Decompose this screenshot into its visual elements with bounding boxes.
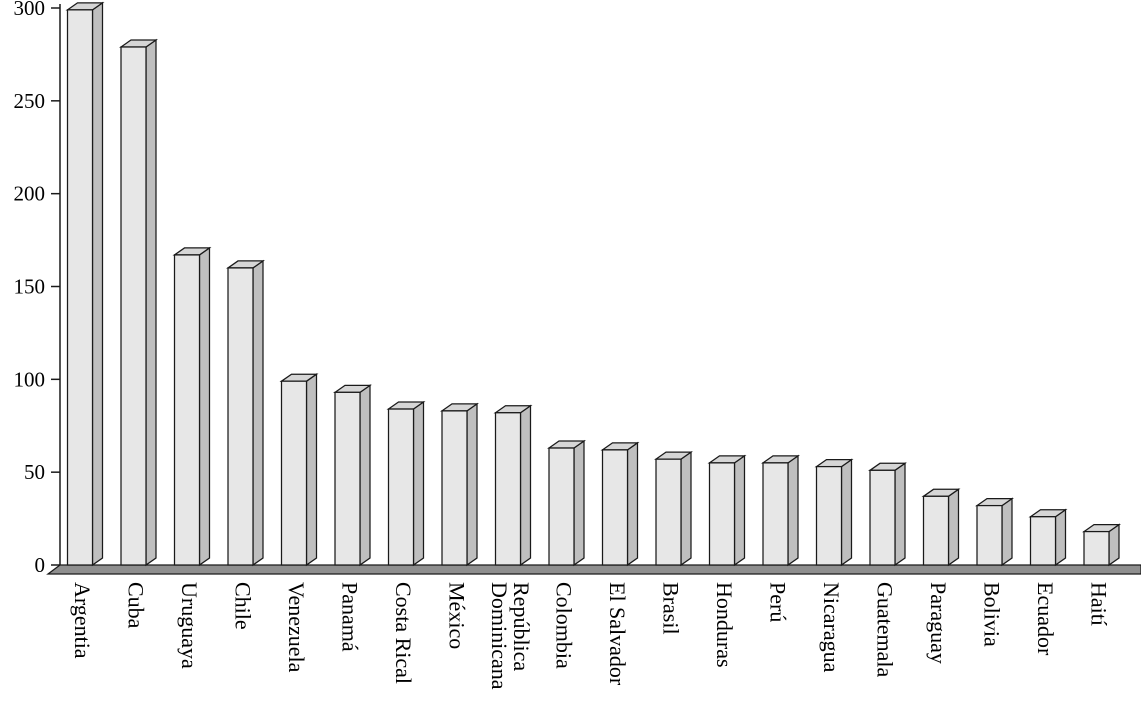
bar-colombia <box>548 447 575 566</box>
category-label: Guatemala <box>873 582 898 678</box>
category-label: Venezuela <box>284 582 309 673</box>
bar-hait- <box>1083 530 1110 566</box>
bar-brasil <box>655 458 682 566</box>
bar-side-per- <box>787 454 799 567</box>
bar-m-xico <box>441 410 468 566</box>
bar-rep-blica-dominicana <box>494 412 522 566</box>
bar-argentia <box>66 9 94 566</box>
bar-venezuela <box>280 380 308 566</box>
category-label: Bolivia <box>980 582 1005 647</box>
bar-side-colombia <box>573 439 585 567</box>
y-tick-label: 250 <box>14 89 46 113</box>
bar-side-guatemala <box>894 462 906 567</box>
bar-panam- <box>334 391 361 566</box>
bar-side-argentia <box>91 1 104 567</box>
bar-ecuador <box>1029 516 1057 566</box>
bar-side-bolivia <box>1001 497 1013 567</box>
bar-side-chile <box>252 259 264 567</box>
bar-side-cuba <box>145 38 157 567</box>
category-label: Perú <box>766 582 791 622</box>
category-label: Ecuador <box>1033 582 1058 656</box>
category-label: Paraguay <box>926 582 951 664</box>
category-label: Cuba <box>124 582 149 629</box>
bar-side-uruguaya <box>198 246 211 567</box>
chart-floor <box>46 564 1141 575</box>
bar-honduras <box>708 462 736 566</box>
bar-bolivia <box>976 504 1003 566</box>
bar-guatemala <box>869 469 896 566</box>
category-label: Haití <box>1087 582 1112 626</box>
bar-side-rep-blica-dominicana <box>519 404 532 567</box>
category-label: Honduras <box>712 582 737 668</box>
y-tick-label: 150 <box>14 275 46 299</box>
category-label: Brasil <box>659 582 684 635</box>
bar-uruguaya <box>173 254 201 566</box>
bar-side-m-xico <box>466 402 478 567</box>
bar-chile <box>227 267 254 566</box>
bar-costa-rical <box>387 408 415 566</box>
category-label: Colombia <box>552 582 577 669</box>
bar-side-el-salvador <box>626 441 639 567</box>
category-label: El Salvador <box>605 582 630 686</box>
category-label: Nicaragua <box>819 582 844 673</box>
y-tick-label: 300 <box>14 0 46 20</box>
y-tick-label: 100 <box>14 367 46 391</box>
bar-el-salvador <box>601 449 629 566</box>
bar-side-honduras <box>733 454 746 567</box>
bar-side-costa-rical <box>412 400 425 567</box>
category-label: Costa Rical <box>391 582 416 684</box>
bar-cuba <box>120 46 147 566</box>
bar-paraguay <box>922 495 950 566</box>
bar-side-paraguay <box>947 488 960 567</box>
category-label: Panamá <box>338 582 363 652</box>
category-label: RepúblicaDominicana <box>487 582 534 690</box>
category-label: Argentia <box>70 582 95 659</box>
bar-side-nicaragua <box>840 458 853 567</box>
bar-per- <box>762 462 789 566</box>
bar-side-brasil <box>680 450 692 567</box>
y-tick-label: 200 <box>14 182 46 206</box>
bar-nicaragua <box>815 465 843 566</box>
category-label: Uruguaya <box>177 582 202 669</box>
y-tick-label: 0 <box>35 553 46 577</box>
category-label: Chile <box>231 582 256 630</box>
category-label: México <box>445 582 470 649</box>
bar-side-panam- <box>359 384 371 567</box>
bar-side-venezuela <box>305 372 318 567</box>
bar-side-ecuador <box>1054 508 1067 567</box>
y-tick-label: 50 <box>24 460 45 484</box>
